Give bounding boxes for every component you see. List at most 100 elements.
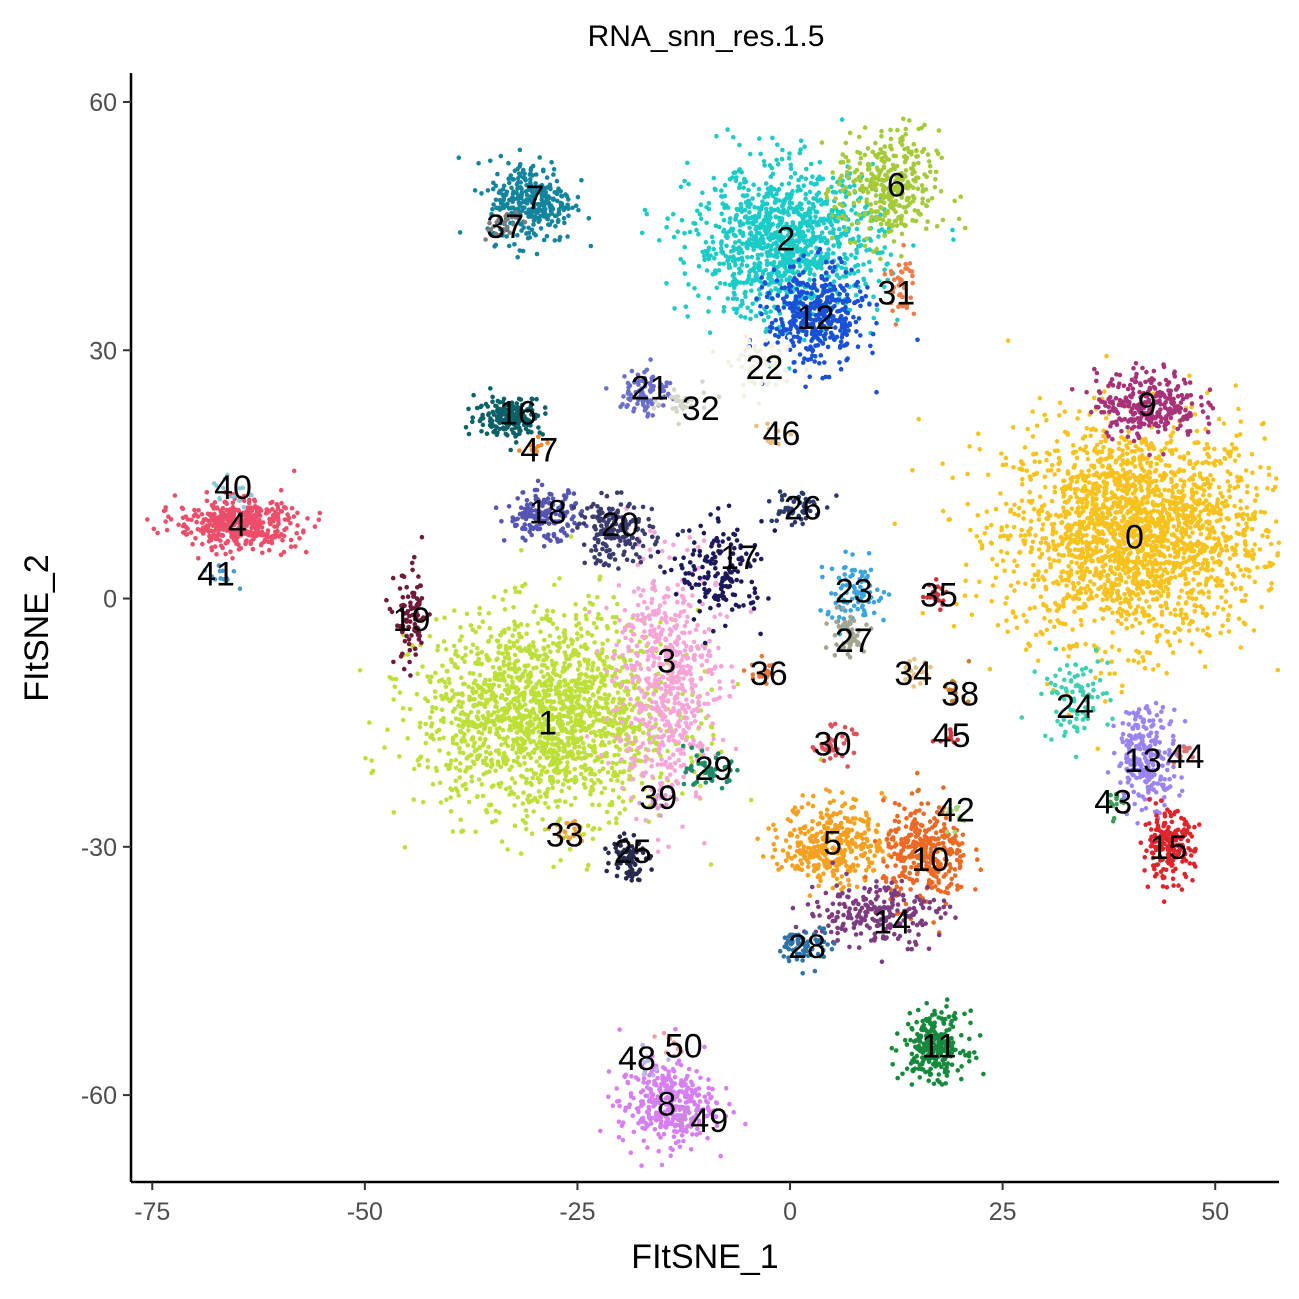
cell-point (1173, 504, 1179, 510)
cell-point (819, 202, 824, 207)
cell-point (817, 160, 823, 165)
cell-point (527, 721, 533, 726)
cell-point (523, 826, 529, 832)
cell-point (1234, 542, 1239, 548)
cell-point (1222, 447, 1227, 452)
cell-point (1166, 499, 1172, 504)
cell-point (1061, 478, 1067, 484)
cell-point (1082, 484, 1088, 489)
cell-point (1071, 586, 1076, 592)
cell-point (1129, 449, 1134, 454)
cell-point (1105, 497, 1110, 502)
cell-point (985, 472, 991, 478)
cell-point (615, 778, 620, 783)
cell-point (605, 638, 610, 643)
cell-point (1131, 658, 1137, 663)
cell-point (1034, 423, 1040, 429)
cell-point (665, 216, 670, 221)
cell-point (1164, 441, 1170, 446)
cell-point (1149, 548, 1155, 553)
cell-point (565, 644, 571, 649)
cell-point (1107, 558, 1113, 563)
cell-point (392, 684, 398, 689)
cell-point (808, 161, 814, 167)
cell-point (1032, 459, 1038, 464)
cell-point (1140, 590, 1146, 595)
cell-point (775, 142, 780, 147)
cell-point (1107, 547, 1113, 553)
cell-point (534, 742, 539, 747)
cell-point (1124, 625, 1130, 631)
cell-point (1218, 630, 1223, 636)
cell-point (741, 185, 746, 191)
cell-point (744, 263, 750, 269)
cell-point (1144, 599, 1149, 604)
cell-point (1099, 449, 1105, 455)
cell-point (569, 678, 574, 684)
cell-point (1235, 522, 1241, 527)
cluster-0-points (892, 338, 1282, 751)
cell-point (1077, 409, 1082, 414)
cell-point (1164, 606, 1170, 611)
cell-point (725, 296, 731, 301)
cell-point (509, 675, 514, 680)
cell-point (1220, 606, 1226, 612)
cell-point (594, 703, 600, 709)
cell-point (563, 771, 568, 777)
cell-point (713, 251, 719, 257)
cell-point (502, 711, 507, 717)
cell-point (1175, 542, 1180, 548)
cell-point (443, 647, 449, 652)
cell-point (1200, 561, 1205, 567)
cell-point (1075, 416, 1080, 421)
cell-point (748, 308, 754, 314)
cell-point (678, 184, 684, 190)
cell-point (541, 695, 546, 701)
cell-point (843, 274, 849, 279)
cell-point (1217, 562, 1223, 567)
cell-point (1182, 550, 1187, 555)
cell-point (1100, 463, 1105, 469)
cell-point (1091, 643, 1097, 648)
cell-point (495, 639, 501, 644)
cell-point (1040, 527, 1045, 532)
cell-point (1223, 498, 1229, 504)
cell-point (476, 777, 482, 782)
cell-point (524, 767, 530, 773)
cell-point (434, 768, 440, 774)
cell-point (517, 634, 523, 640)
cell-point (1113, 458, 1119, 463)
cell-point (432, 689, 438, 694)
cell-point (1205, 526, 1210, 532)
cell-point (1078, 537, 1084, 542)
cell-point (1056, 552, 1062, 557)
cell-point (528, 740, 533, 745)
cell-point (1150, 597, 1156, 602)
cell-point (1163, 446, 1168, 451)
cell-point (1202, 488, 1207, 493)
cell-point (1121, 460, 1126, 466)
cell-point (819, 230, 825, 235)
cell-point (1110, 630, 1115, 635)
cell-point (1065, 432, 1071, 437)
cell-point (1135, 604, 1141, 609)
cell-point (1042, 616, 1047, 621)
cell-point (719, 188, 724, 193)
cell-point (591, 719, 596, 725)
cell-point (592, 781, 597, 786)
cell-point (998, 491, 1003, 496)
cell-point (544, 613, 549, 618)
cell-point (507, 661, 512, 666)
cell-point (1128, 545, 1133, 550)
cell-point (1182, 570, 1187, 576)
cell-point (1239, 477, 1244, 483)
cell-point (1057, 413, 1062, 418)
cell-point (591, 738, 596, 744)
cell-point (576, 695, 581, 700)
cell-point (1059, 520, 1064, 526)
cell-point (620, 780, 625, 785)
cell-point (1211, 560, 1217, 565)
cell-point (1127, 475, 1133, 481)
cell-point (367, 720, 372, 725)
cell-point (1197, 590, 1202, 595)
